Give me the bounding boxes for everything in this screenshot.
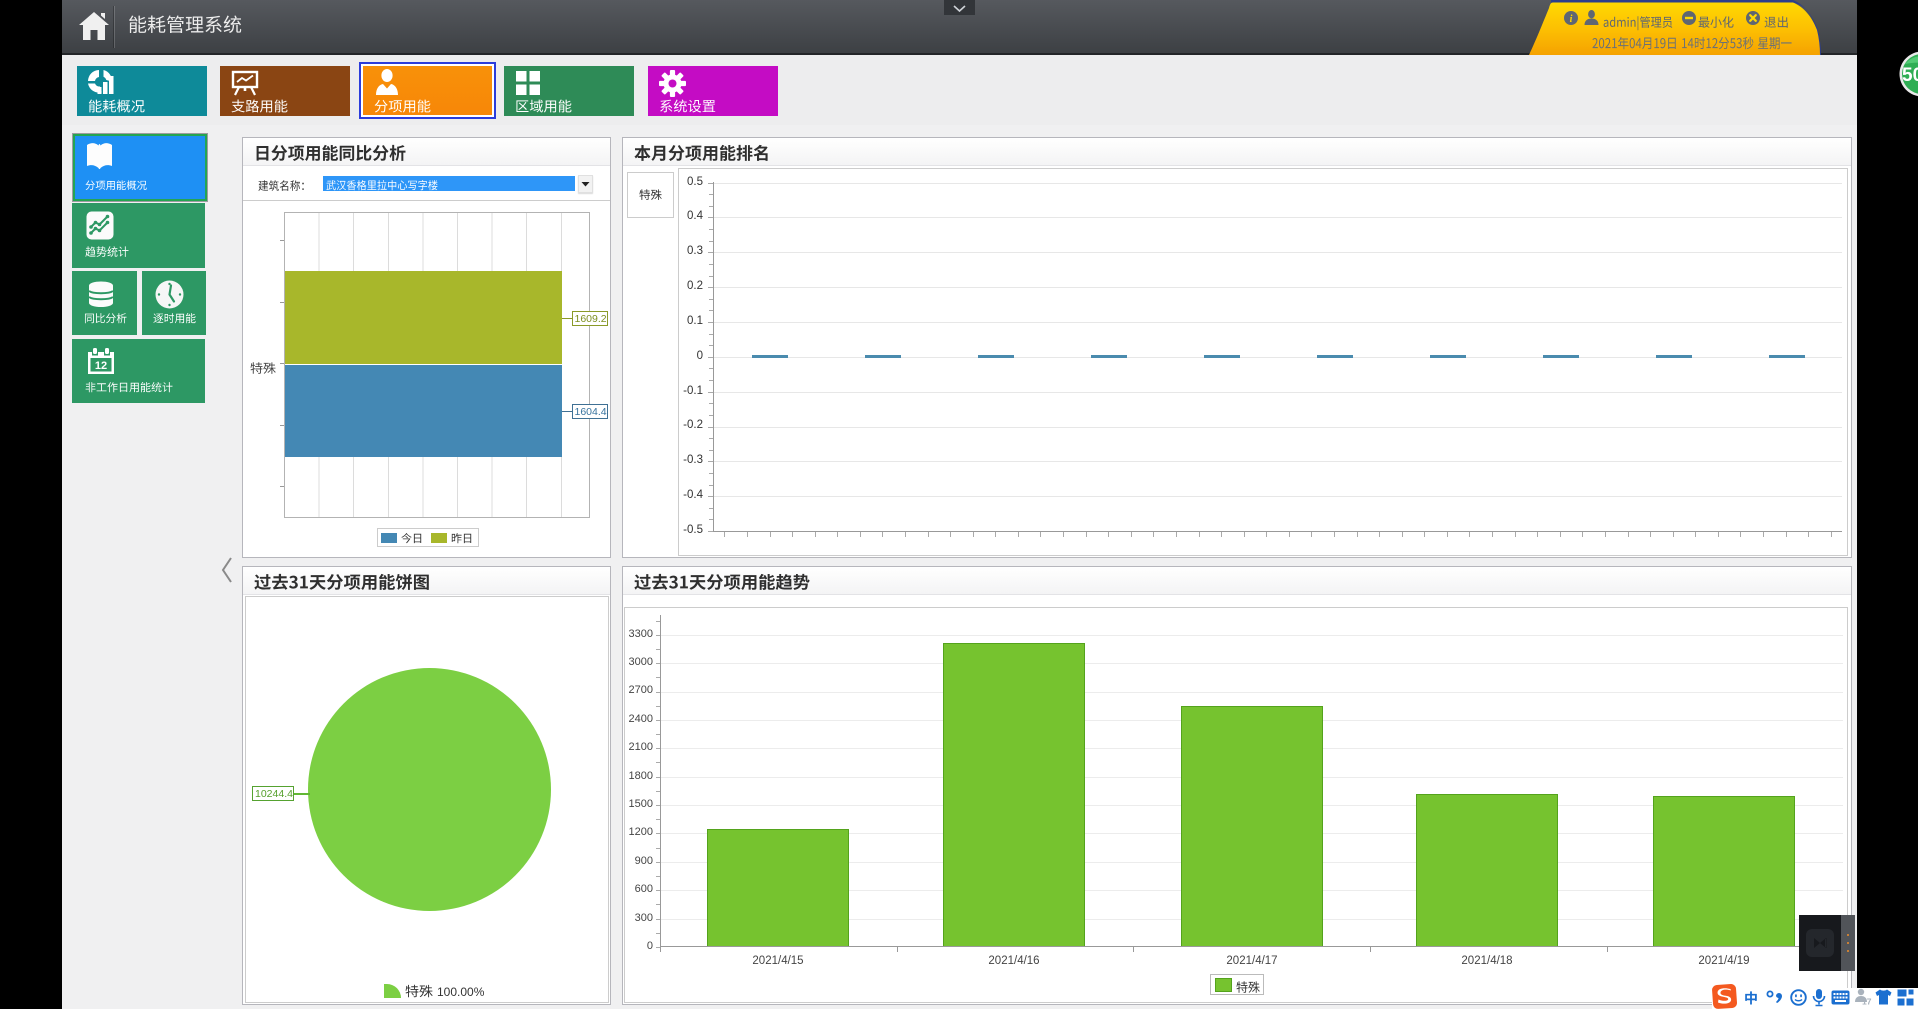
svg-text:12: 12 (95, 360, 107, 372)
svg-text:17: 17 (1862, 997, 1872, 1007)
svg-text:50: 50 (1902, 65, 1918, 86)
svg-text:i: i (1570, 14, 1573, 25)
